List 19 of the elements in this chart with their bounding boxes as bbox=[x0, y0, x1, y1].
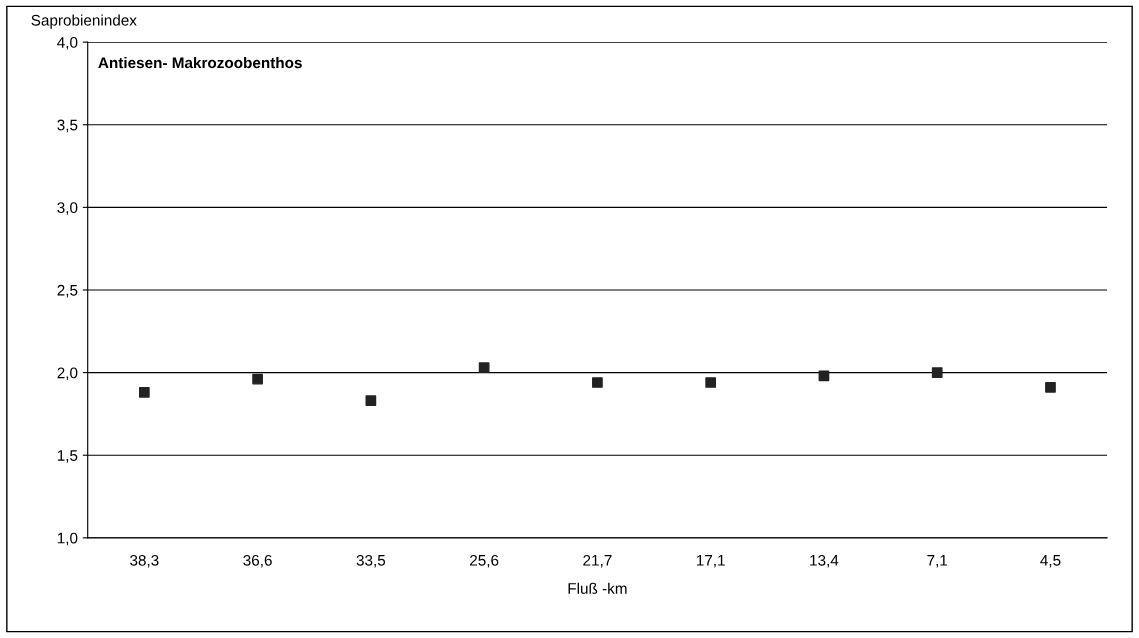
y-tick-label: 3,0 bbox=[57, 202, 78, 215]
y-tick-label: 2,0 bbox=[57, 367, 78, 381]
y-axis-title: Saprobienindex bbox=[31, 14, 137, 29]
x-tick-label: 7,1 bbox=[927, 555, 948, 568]
y-tick-label: 1,0 bbox=[57, 532, 78, 546]
x-tick-label: 38,3 bbox=[130, 554, 159, 568]
y-tick-label: 2,5 bbox=[57, 284, 78, 298]
x-tick-label: 25,6 bbox=[470, 554, 499, 568]
x-tick-label: 36,6 bbox=[243, 554, 272, 568]
x-tick-label: 4,5 bbox=[1040, 555, 1061, 568]
x-axis-title: Fluß -km bbox=[568, 582, 627, 594]
y-tick-label: 4,0 bbox=[57, 36, 78, 50]
x-tick-label: 17,1 bbox=[696, 555, 725, 568]
x-tick-label: 21,7 bbox=[583, 554, 612, 568]
y-tick-label: 1,5 bbox=[57, 450, 78, 463]
x-tick-label: 33,5 bbox=[356, 554, 386, 568]
text: Antiesen- Makrozoobenthos bbox=[98, 56, 302, 69]
y-tick-label: 3,5 bbox=[57, 119, 78, 133]
x-tick-label: 13,4 bbox=[810, 554, 839, 568]
